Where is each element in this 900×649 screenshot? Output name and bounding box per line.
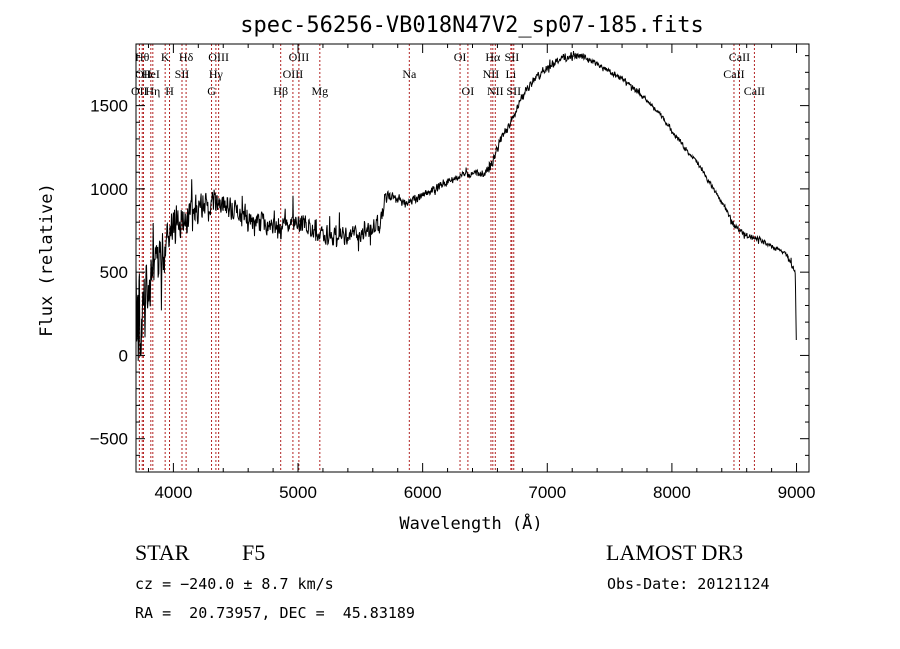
line-label-caii: CaII: [723, 67, 744, 81]
line-label-nii: NII: [487, 84, 504, 98]
y-tick-label: 0: [119, 346, 128, 365]
line-label-hη: Hη: [145, 84, 160, 98]
x-tick-label: 6000: [404, 483, 442, 502]
line-label-oiii: OIII: [283, 67, 304, 81]
y-tick-label: 1500: [90, 97, 128, 116]
obs-date: Obs-Date: 20121124: [607, 575, 770, 593]
x-tick-label: 5000: [279, 483, 317, 502]
line-label-k: K: [161, 50, 170, 64]
line-label-nii: NII: [483, 67, 500, 81]
line-label-hθ: Hθ: [135, 50, 150, 64]
line-label-hβ: Hβ: [273, 84, 288, 98]
line-label-hγ: Hγ: [209, 67, 224, 81]
line-label-oiii: OIII: [208, 50, 229, 64]
line-label-g: G: [207, 84, 216, 98]
survey-name: LAMOST DR3: [606, 540, 744, 565]
object-subclass: F5: [242, 540, 266, 565]
line-label-sii: SII: [505, 50, 520, 64]
x-tick-label: 9000: [778, 483, 816, 502]
line-label-oiii: OIII: [289, 50, 310, 64]
line-label-oii: OII: [135, 67, 152, 81]
y-axis-label: Flux (relative): [37, 183, 57, 337]
object-class: STAR: [135, 540, 190, 565]
emission-line-labels: OIIHθOIIHeIHηKHSIIHδGHγOIIIHβOIIIOIIIMgN…: [131, 50, 765, 98]
y-tick-label: 1000: [90, 180, 128, 199]
line-label-hα: Hα: [485, 50, 501, 64]
line-label-sii: SII: [175, 67, 190, 81]
flux-series-line: [135, 50, 797, 361]
y-tick-label: 500: [100, 263, 128, 282]
chart-title: spec-56256-VB018N47V2_sp07-185.fits: [240, 13, 704, 38]
plot-frame: [135, 43, 810, 473]
emission-line-markers: [138, 44, 755, 472]
line-label-caii: CaII: [729, 50, 750, 64]
line-label-sii: SII: [506, 84, 521, 98]
line-label-li: Li: [506, 67, 517, 81]
coordinates: RA = 20.73957, DEC = 45.83189: [135, 604, 415, 622]
line-label-caii: CaII: [744, 84, 765, 98]
line-label-hei: HeI: [142, 67, 160, 81]
line-label-oi: OI: [462, 84, 475, 98]
line-label-mg: Mg: [311, 84, 328, 98]
x-tick-label: 8000: [653, 483, 691, 502]
line-label-oi: OI: [454, 50, 467, 64]
x-tick-label: 4000: [154, 483, 192, 502]
x-tick-label: 7000: [528, 483, 566, 502]
x-axis-ticks: 4000 5000 6000 7000 8000 9000: [147, 44, 816, 502]
line-label-na: Na: [402, 67, 417, 81]
line-label-hδ: Hδ: [179, 50, 194, 64]
line-label-h: H: [165, 84, 174, 98]
line-label-oii: OII: [131, 84, 148, 98]
y-axis-ticks: −500 0 500 1000 1500: [90, 55, 809, 456]
y-tick-label: −500: [90, 430, 128, 449]
x-axis-label: Wavelength (Å): [399, 512, 542, 534]
redshift-readout: cz = −240.0 ± 8.7 km/s: [135, 575, 334, 593]
